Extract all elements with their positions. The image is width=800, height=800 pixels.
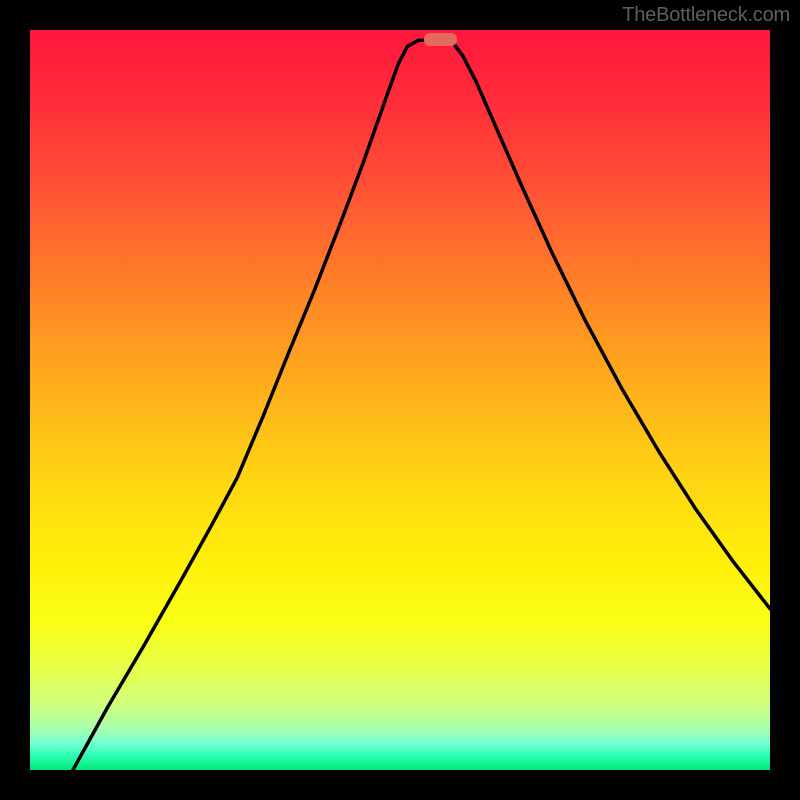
gradient-background xyxy=(30,30,770,770)
chart-frame: TheBottleneck.com xyxy=(0,0,800,800)
chart-svg xyxy=(30,30,770,770)
attribution-text: TheBottleneck.com xyxy=(622,4,790,27)
optimal-marker xyxy=(424,33,457,46)
plot-area xyxy=(30,30,770,770)
